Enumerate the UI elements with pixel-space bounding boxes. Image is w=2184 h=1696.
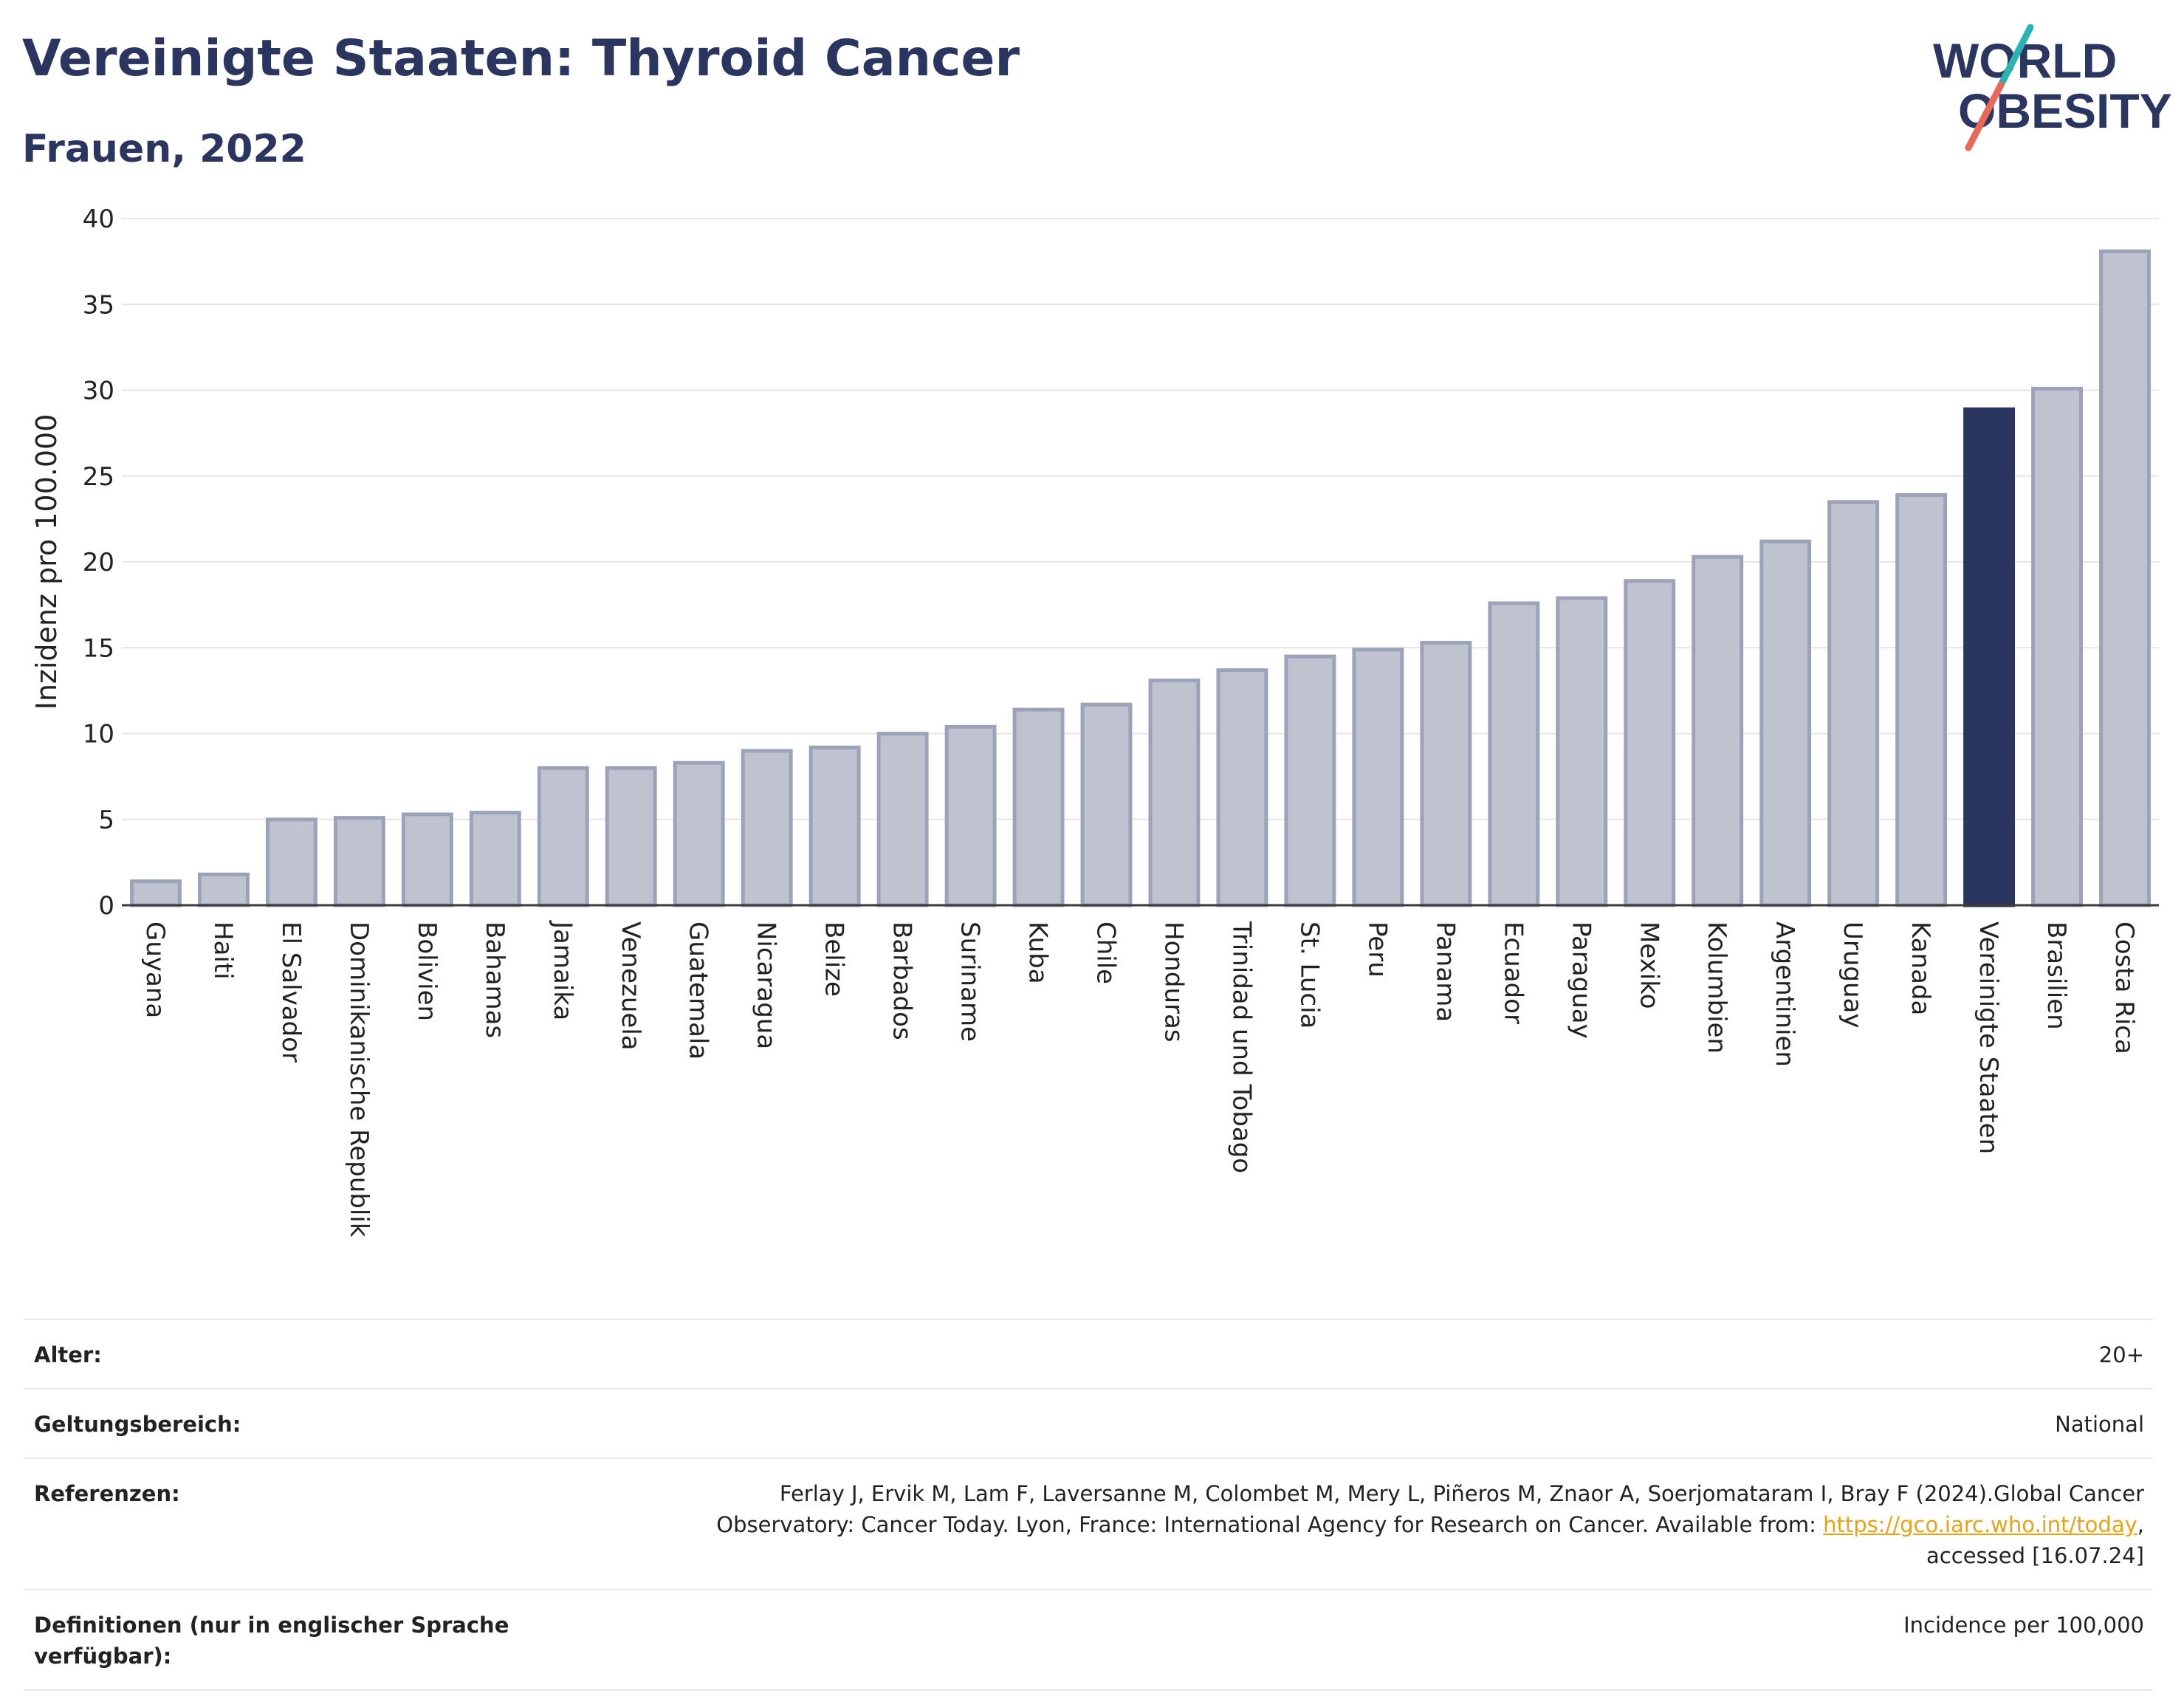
bar xyxy=(1148,679,1201,907)
x-tick-label: Kanada xyxy=(1906,921,1935,1015)
x-tick-label: Costa Rica xyxy=(2109,921,2139,1054)
bar xyxy=(130,879,182,907)
y-tick-label: 5 xyxy=(98,806,114,835)
x-tick-label: Brasilien xyxy=(2042,921,2071,1030)
bar xyxy=(1284,654,1336,907)
x-tick-label: Argentinien xyxy=(1770,921,1799,1067)
metadata-table: Alter: 20+ Geltungsbereich: National Ref… xyxy=(24,1318,2153,1692)
meta-row-age: Alter: 20+ xyxy=(24,1318,2153,1390)
x-tick-label: Paraguay xyxy=(1566,921,1596,1039)
bar xyxy=(469,811,521,907)
bar xyxy=(401,812,453,907)
bar xyxy=(1827,500,1880,907)
y-axis-label: Inzidenz pro 100.000 xyxy=(30,414,63,710)
x-tick-label: Haiti xyxy=(208,921,238,980)
age-label: Alter: xyxy=(24,1318,545,1390)
meta-row-references: Referenzen: Ferlay J, Ervik M, Lam F, La… xyxy=(24,1458,2153,1590)
y-tick-label: 25 xyxy=(83,462,114,492)
bar xyxy=(741,749,793,907)
x-tick-label: Jamaika xyxy=(548,920,577,1020)
x-tick-label: Honduras xyxy=(1158,921,1188,1043)
definitions-label: Definitionen (nur in englischer Sprache … xyxy=(24,1589,545,1692)
x-tick-label: El Salvador xyxy=(276,921,306,1062)
page-subtitle: Frauen, 2022 xyxy=(22,127,306,171)
x-tick-label: Guatemala xyxy=(684,921,713,1060)
x-tick-label: Suriname xyxy=(955,921,985,1042)
y-tick-label: 35 xyxy=(83,290,114,320)
references-text-4: accessed [16.07.24] xyxy=(1926,1543,2144,1569)
y-tick-label: 15 xyxy=(83,634,114,663)
references-text-3: , xyxy=(2137,1512,2144,1538)
x-tick-label: Kuba xyxy=(1023,921,1053,984)
x-tick-label: Ecuador xyxy=(1498,921,1528,1024)
bar xyxy=(1216,668,1268,907)
bar xyxy=(1963,407,2016,907)
bar xyxy=(1556,596,1608,907)
bar xyxy=(808,745,861,907)
references-value: Ferlay J, Ervik M, Lam F, Laversanne M, … xyxy=(545,1458,2153,1590)
bar xyxy=(265,817,317,907)
page-title: Vereinigte Staaten: Thyroid Cancer xyxy=(22,30,1020,88)
bar xyxy=(1352,648,1404,907)
age-value: 20+ xyxy=(545,1318,2153,1390)
x-tick-label: Barbados xyxy=(887,921,917,1040)
bar xyxy=(605,766,657,907)
bar xyxy=(673,761,725,907)
definitions-value: Incidence per 100,000 xyxy=(545,1589,2153,1692)
x-tick-label: Nicaragua xyxy=(752,921,781,1049)
bar xyxy=(1420,640,1472,907)
x-tick-label: Belize xyxy=(820,921,849,997)
x-tick-label: Mexiko xyxy=(1634,921,1663,1009)
x-tick-label: Uruguay xyxy=(1838,921,1867,1029)
meta-row-definitions: Definitionen (nur in englischer Sprache … xyxy=(24,1589,2153,1692)
bar xyxy=(333,816,385,907)
bar xyxy=(876,732,929,907)
bar xyxy=(1624,579,1676,907)
y-tick-label: 30 xyxy=(83,377,114,406)
x-tick-label: Vereinigte Staaten xyxy=(1974,921,2003,1154)
y-tick-label: 10 xyxy=(83,720,114,749)
x-tick-label: Bahamas xyxy=(480,921,509,1038)
bar xyxy=(1488,601,1540,907)
x-tick-label: Dominikanische Republik xyxy=(344,921,374,1237)
x-tick-label: Chile xyxy=(1091,921,1121,984)
scope-value: National xyxy=(545,1388,2153,1459)
references-label: Referenzen: xyxy=(24,1458,545,1590)
y-tick-label: 40 xyxy=(83,205,114,234)
references-text-2: Observatory: Cancer Today. Lyon, France:… xyxy=(716,1512,1824,1538)
bar xyxy=(537,766,589,907)
references-link[interactable]: https://gco.iarc.who.int/today xyxy=(1823,1512,2137,1538)
x-tick-label: Bolivien xyxy=(412,921,442,1021)
x-tick-label: Venezuela xyxy=(616,921,645,1051)
scope-label: Geltungsbereich: xyxy=(24,1388,545,1459)
world-obesity-logo: WORLD OBESITY xyxy=(1933,24,2171,151)
bar xyxy=(2099,249,2151,907)
bar xyxy=(2031,386,2083,907)
bar xyxy=(1895,493,1948,907)
bar xyxy=(1759,539,1812,907)
bar xyxy=(1012,707,1065,907)
bar xyxy=(1080,702,1133,907)
y-tick-label: 20 xyxy=(83,548,114,577)
x-tick-label: Panama xyxy=(1430,921,1460,1022)
bar xyxy=(1692,555,1744,907)
x-tick-label: Peru xyxy=(1362,921,1392,978)
x-tick-label: Guyana xyxy=(140,921,170,1018)
bar xyxy=(198,872,250,907)
y-tick-label: 0 xyxy=(98,891,114,921)
x-tick-label: Trinidad und Tobago xyxy=(1226,921,1256,1173)
logo-slash-coral xyxy=(1965,81,2005,151)
x-tick-label: Kolumbien xyxy=(1702,921,1731,1054)
bar xyxy=(944,724,997,907)
x-tick-label: St. Lucia xyxy=(1294,921,1324,1029)
meta-row-scope: Geltungsbereich: National xyxy=(24,1388,2153,1459)
references-text-1: Ferlay J, Ervik M, Lam F, Laversanne M, … xyxy=(779,1481,2144,1507)
bar-chart: 0 5 10 15 20 25 30 35 40 Inzidenz pro 100.000 Guya… xyxy=(30,205,2159,1237)
logo-slash-teal xyxy=(1997,24,2034,89)
